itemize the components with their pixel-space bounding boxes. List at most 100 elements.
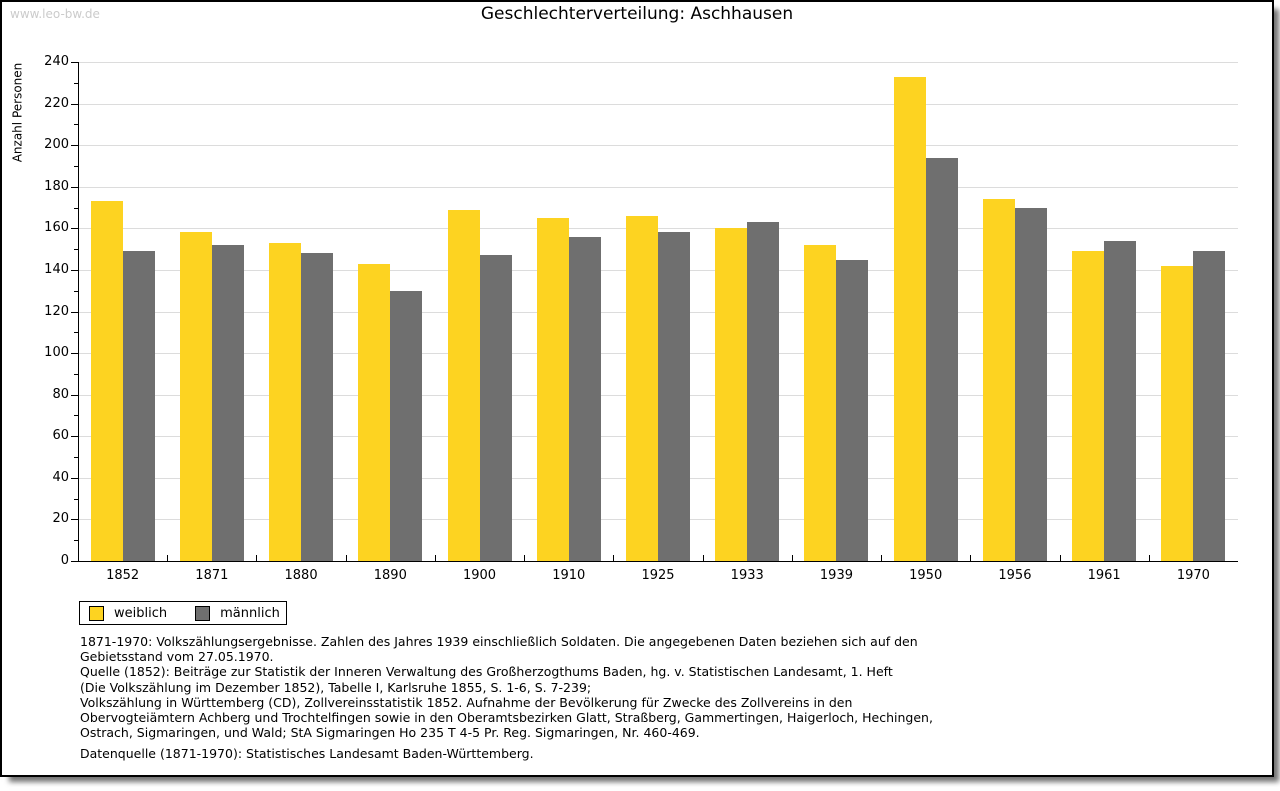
y-tick-label: 40 xyxy=(52,469,69,485)
y-tick-minor xyxy=(74,373,78,375)
x-tick xyxy=(1059,555,1061,561)
x-tick-label: 1956 xyxy=(998,568,1032,583)
y-tick-label: 0 xyxy=(60,553,69,568)
bar-männlich-1956 xyxy=(1014,207,1047,561)
bar-weiblich-1910 xyxy=(536,217,569,561)
x-tick xyxy=(345,555,347,561)
y-tick-minor xyxy=(74,249,78,251)
bar-weiblich-1925 xyxy=(626,215,658,561)
footnote-line: Quelle (1852): Beiträge zur Statistik de… xyxy=(80,664,893,680)
y-tick-label: 120 xyxy=(44,303,69,319)
bar-weiblich-1961 xyxy=(1072,251,1105,561)
legend-swatch-maennlich xyxy=(195,605,211,621)
x-tick xyxy=(791,555,793,561)
x-tick-label: 1890 xyxy=(373,568,407,583)
y-tick-label: 140 xyxy=(44,261,69,277)
y-tick-major xyxy=(71,436,78,438)
y-tick-minor xyxy=(74,540,78,542)
x-tick-label: 1939 xyxy=(819,568,853,583)
y-tick-major xyxy=(71,269,78,271)
x-tick-label: 1961 xyxy=(1087,568,1121,583)
y-tick-label: 180 xyxy=(44,178,69,194)
y-tick-major xyxy=(71,353,78,355)
bar-männlich-1961 xyxy=(1104,240,1137,561)
bar-weiblich-1880 xyxy=(269,242,302,561)
bar-männlich-1871 xyxy=(211,244,244,561)
y-tick-minor xyxy=(74,165,78,167)
y-tick-major xyxy=(71,477,78,479)
datasource-line: Datenquelle (1871-1970): Statistisches L… xyxy=(80,746,534,761)
bar-männlich-1933 xyxy=(747,222,780,561)
gridline xyxy=(79,145,1238,147)
y-tick-major xyxy=(71,228,78,230)
bar-männlich-1950 xyxy=(925,157,958,561)
x-tick xyxy=(881,555,883,561)
x-tick-label: 1880 xyxy=(284,568,318,583)
y-tick-label: 20 xyxy=(52,511,69,527)
bar-weiblich-1900 xyxy=(447,209,480,561)
footnote-line: Ostrach, Sigmaringen, und Wald; StA Sigm… xyxy=(80,725,700,741)
x-tick-label: 1925 xyxy=(641,568,675,583)
bar-männlich-1880 xyxy=(301,253,334,561)
x-tick xyxy=(1148,555,1150,561)
legend-swatch-weiblich xyxy=(89,605,104,621)
y-tick-major xyxy=(71,186,78,188)
bar-männlich-1970 xyxy=(1193,251,1226,561)
x-tick-label: 1950 xyxy=(909,568,943,583)
x-tick xyxy=(167,555,169,561)
legend-label-maennlich: männlich xyxy=(220,605,280,621)
bar-männlich-1925 xyxy=(658,232,690,561)
y-tick-major xyxy=(71,394,78,396)
y-tick-minor xyxy=(74,207,78,209)
x-axis xyxy=(78,561,1238,562)
y-tick-major xyxy=(71,561,78,562)
x-tick-label: 1910 xyxy=(552,568,586,583)
y-tick-minor xyxy=(74,124,78,126)
bar-weiblich-1956 xyxy=(982,199,1015,561)
watermark: www.leo-bw.de xyxy=(10,7,100,21)
footnotes: 1871-1970: Volkszählungsergebnisse. Zahl… xyxy=(80,634,933,740)
x-tick-label: 1852 xyxy=(106,568,140,583)
y-tick-minor xyxy=(74,82,78,84)
gridline xyxy=(79,103,1238,105)
bar-männlich-1939 xyxy=(836,259,869,561)
y-tick-major xyxy=(71,311,78,313)
y-tick-minor xyxy=(74,457,78,459)
y-tick-minor xyxy=(74,415,78,417)
y-tick-major xyxy=(71,145,78,147)
y-tick-minor xyxy=(74,332,78,334)
y-tick-label: 60 xyxy=(52,428,69,444)
footnote-line: Gebietsstand vom 27.05.1970. xyxy=(80,649,274,665)
x-tick-label: 1900 xyxy=(462,568,497,583)
bar-männlich-1900 xyxy=(479,255,512,561)
x-tick-label: 1933 xyxy=(730,568,764,583)
y-tick-minor xyxy=(74,290,78,292)
y-tick-major xyxy=(71,103,78,105)
x-tick-label: 1970 xyxy=(1176,568,1210,583)
chart-frame: www.leo-bw.de Geschlechterverteilung: As… xyxy=(0,0,1274,777)
y-axis xyxy=(78,62,79,562)
x-tick xyxy=(613,555,615,561)
footnote-line: Volkszählung in Württemberg (CD), Zollve… xyxy=(80,694,853,710)
bar-männlich-1910 xyxy=(568,236,601,561)
x-tick xyxy=(434,555,436,561)
y-tick-minor xyxy=(74,498,78,500)
y-tick-major xyxy=(71,62,78,63)
chart-title: Geschlechterverteilung: Aschhausen xyxy=(480,4,794,24)
bar-weiblich-1970 xyxy=(1161,265,1194,561)
x-tick-label: 1871 xyxy=(195,568,229,583)
y-tick-label: 220 xyxy=(44,95,69,111)
gridline xyxy=(79,228,1238,230)
y-tick-label: 80 xyxy=(52,386,69,402)
footnote-line: (Die Volkszählung im Dezember 1852), Tab… xyxy=(80,679,592,695)
legend: weiblich männlich xyxy=(79,601,287,625)
bar-weiblich-1890 xyxy=(358,263,391,561)
legend-label-weiblich: weiblich xyxy=(114,605,168,621)
bar-männlich-1890 xyxy=(390,290,423,561)
x-tick xyxy=(970,555,972,561)
x-tick xyxy=(702,555,704,561)
y-tick-label: 200 xyxy=(44,137,69,153)
y-tick-label: 100 xyxy=(44,345,69,361)
bar-weiblich-1950 xyxy=(893,76,926,561)
bar-weiblich-1939 xyxy=(804,244,837,561)
